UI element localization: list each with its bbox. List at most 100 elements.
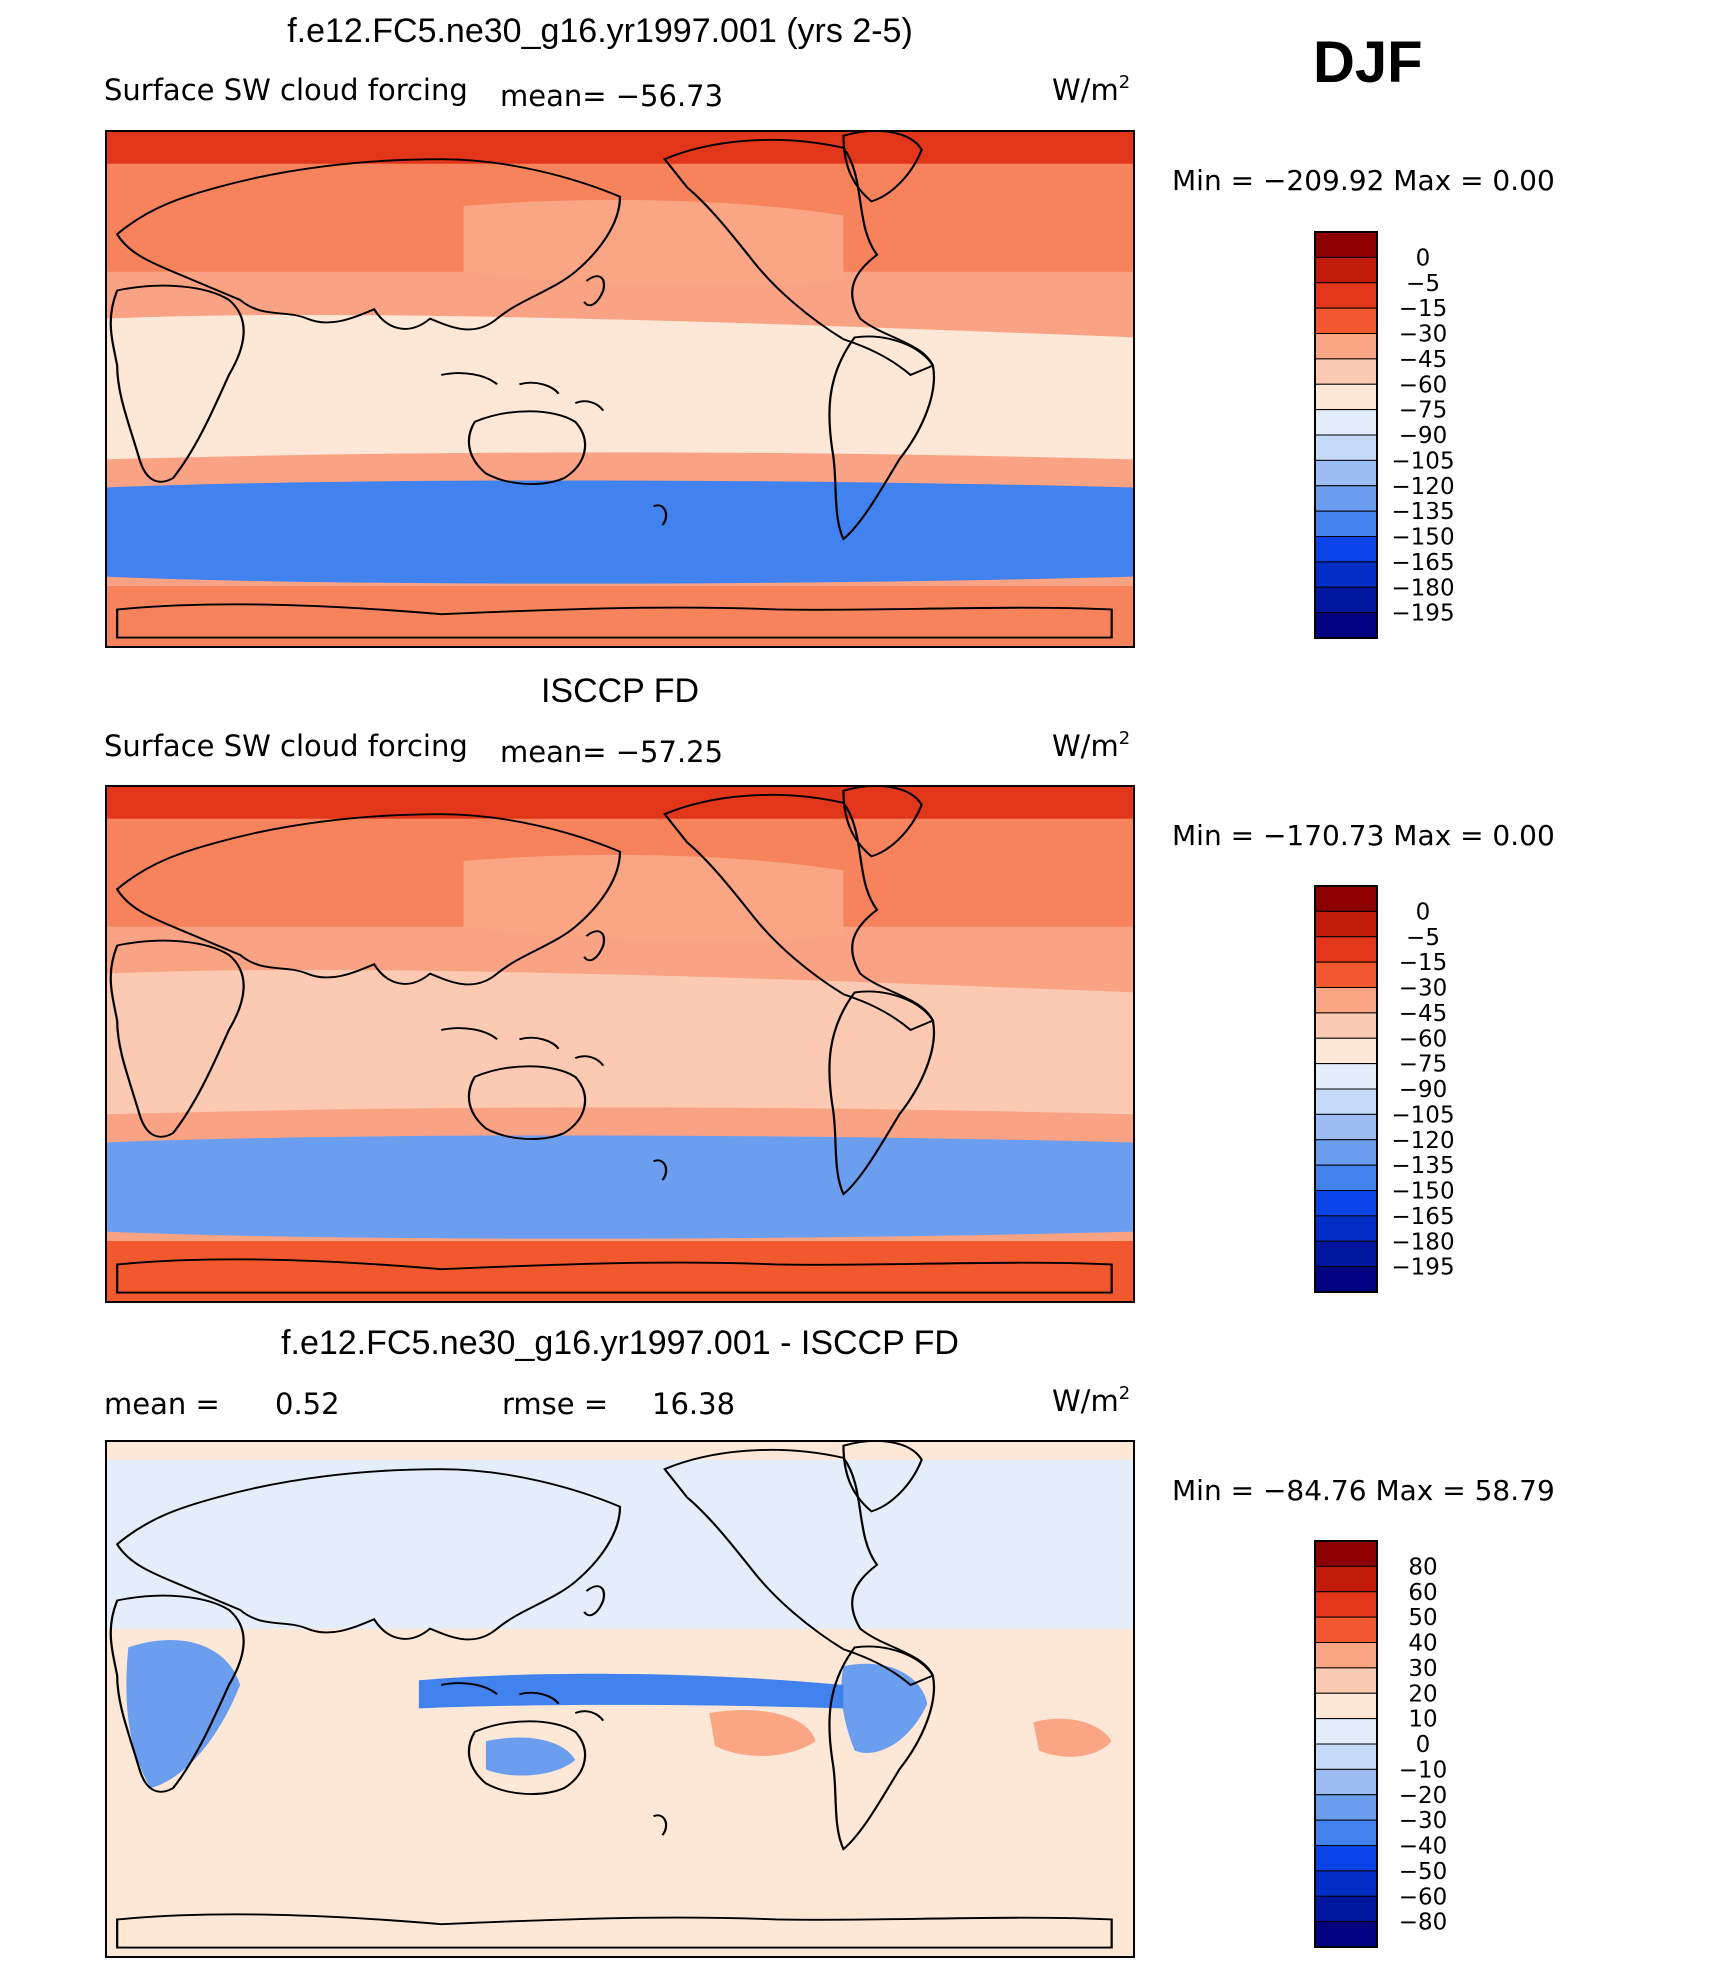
- colorbar-tick-label: −15: [1399, 950, 1448, 976]
- variable-label: Surface SW cloud forcing: [104, 73, 468, 107]
- colorbar-swatch: [1314, 536, 1378, 563]
- map-region-southern-ocean: [106, 1865, 1134, 1918]
- colorbar-tick-label: −30: [1399, 976, 1448, 1002]
- colorbar-swatch: [1314, 1667, 1378, 1694]
- colorbar-tick-label: −40: [1399, 1834, 1448, 1860]
- region-layer: [106, 131, 1134, 647]
- colorbar-tick-label: 10: [1408, 1707, 1437, 1733]
- colorbar-swatch: [1314, 1113, 1378, 1141]
- colorbar-tick-label: −105: [1391, 1102, 1454, 1128]
- colorbar-tick-label: −75: [1399, 1052, 1448, 1078]
- colorbar-tick-label: 50: [1408, 1605, 1437, 1631]
- colorbar-swatch: [1314, 1012, 1378, 1039]
- colorbar-swatch: [1314, 256, 1378, 284]
- colorbar-swatch: [1314, 1718, 1378, 1745]
- colorbar-swatch: [1314, 1540, 1378, 1567]
- min-max-label: Min = −170.73 Max = 0.00: [1172, 819, 1555, 852]
- colorbar-swatch: [1314, 231, 1378, 258]
- colorbar-swatch: [1314, 561, 1378, 588]
- colorbar-tick-label: −45: [1399, 1001, 1448, 1027]
- colorbar-swatch: [1314, 333, 1378, 360]
- colorbar-tick-label: 0: [1416, 1732, 1431, 1758]
- map-region-north-pacific-storm-track: [463, 199, 844, 286]
- colorbar-swatch: [1314, 434, 1378, 461]
- colorbar-tick-label: −50: [1399, 1859, 1448, 1885]
- panel-title: ISCCP FD: [541, 672, 699, 710]
- colorbar-tick-label: 40: [1408, 1631, 1437, 1657]
- colorbar-tick-label: 0: [1416, 899, 1431, 925]
- colorbar-swatch: [1314, 1743, 1378, 1770]
- colorbar-tick-label: 20: [1408, 1681, 1437, 1707]
- colorbar-swatch: [1314, 1164, 1378, 1191]
- min-max-label: Min = −84.76 Max = 58.79: [1172, 1474, 1555, 1507]
- units-label: W/m2: [1052, 72, 1130, 107]
- colorbar-swatch: [1314, 1190, 1378, 1217]
- colorbar-tick-label: −180: [1391, 575, 1454, 601]
- panel-obs: ISCCP FD Surface SW cloud forcing mean= …: [104, 672, 1555, 1303]
- colorbar-tick-label: −15: [1399, 296, 1448, 322]
- rmse-stat-label: rmse =: [502, 1387, 608, 1421]
- colorbar: 0−5−15−30−45−60−75−90−105−120−135−150−16…: [1314, 231, 1455, 639]
- colorbar-swatch: [1314, 1895, 1378, 1923]
- panel-title: f.e12.FC5.ne30_g16.yr1997.001 - ISCCP FD: [281, 1324, 959, 1362]
- colorbar-tick-label: −90: [1399, 423, 1448, 449]
- colorbar-swatch: [1314, 987, 1378, 1014]
- region-layer: [106, 1459, 1134, 1918]
- colorbar-swatch: [1314, 612, 1378, 639]
- colorbar-tick-label: −135: [1391, 499, 1454, 525]
- colorbar: 0−5−15−30−45−60−75−90−105−120−135−150−16…: [1314, 885, 1455, 1293]
- map-region-tropics: [106, 314, 1134, 460]
- map-frame: [105, 1440, 1135, 1958]
- colorbar-tick-label: 0: [1416, 245, 1431, 271]
- colorbar-frame: [1314, 885, 1378, 1293]
- colorbar-tick-label: −150: [1391, 525, 1454, 551]
- mean-label: mean= −57.25: [500, 735, 723, 769]
- rmse-stat-value: 16.38: [652, 1387, 735, 1421]
- colorbar-tick-label: −45: [1399, 347, 1448, 373]
- colorbar-swatch: [1314, 358, 1378, 385]
- colorbar-swatch: [1314, 936, 1378, 963]
- colorbar-tick-label: −90: [1399, 1077, 1448, 1103]
- colorbar-swatch: [1314, 1819, 1378, 1846]
- colorbar-swatch: [1314, 1642, 1378, 1669]
- colorbar-tick-label: −30: [1399, 322, 1448, 348]
- map-region-subtropical-stratocumulus: [709, 1710, 1112, 1757]
- colorbar-swatch: [1314, 1139, 1378, 1166]
- map-region-southern-ocean-band: [106, 1135, 1134, 1239]
- colorbar-tick-label: −60: [1399, 1026, 1448, 1052]
- colorbar-tick-label: −165: [1391, 550, 1454, 576]
- colorbar-swatch: [1314, 282, 1378, 309]
- colorbar-tick-label: 60: [1408, 1580, 1437, 1606]
- colorbar-tick-label: −20: [1399, 1783, 1448, 1809]
- region-layer: [106, 786, 1134, 1302]
- colorbar-swatch: [1314, 1063, 1378, 1090]
- colorbar-tick-label: −30: [1399, 1808, 1448, 1834]
- colorbar-tick-label: −195: [1391, 1255, 1454, 1281]
- colorbar-swatch: [1314, 1768, 1378, 1796]
- colorbar-swatch: [1314, 1266, 1378, 1293]
- colorbar-tick-label: 80: [1408, 1554, 1437, 1580]
- colorbar-tick-label: 30: [1408, 1656, 1437, 1682]
- colorbar-swatch: [1314, 961, 1378, 988]
- colorbar-tick-label: −60: [1399, 372, 1448, 398]
- colorbar-swatch: [1314, 1692, 1378, 1720]
- map-panel: [106, 131, 1134, 647]
- map-region-north-polar-band: [106, 131, 1134, 164]
- colorbar-swatch: [1314, 910, 1378, 938]
- colorbar-tick-label: −75: [1399, 398, 1448, 424]
- colorbar-tick-label: −180: [1391, 1229, 1454, 1255]
- panel-difference: f.e12.FC5.ne30_g16.yr1997.001 - ISCCP FD…: [104, 1324, 1555, 1958]
- units-label: W/m2: [1052, 728, 1130, 763]
- colorbar-swatch: [1314, 1565, 1378, 1593]
- colorbar-tick-label: −150: [1391, 1179, 1454, 1205]
- colorbar-tick-label: −5: [1406, 925, 1440, 951]
- colorbar-swatch: [1314, 586, 1378, 614]
- colorbar-swatch: [1314, 1088, 1378, 1115]
- colorbar-frame: [1314, 231, 1378, 639]
- colorbar-swatch: [1314, 1240, 1378, 1268]
- colorbar-tick-label: −105: [1391, 448, 1454, 474]
- map-panel: [106, 1441, 1134, 1957]
- colorbar-tick-label: −135: [1391, 1153, 1454, 1179]
